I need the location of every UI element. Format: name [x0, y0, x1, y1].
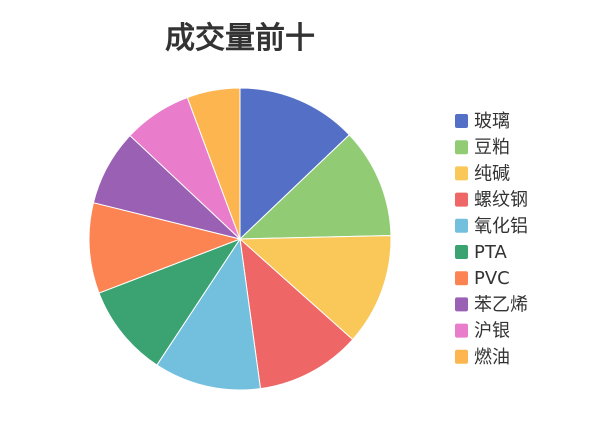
pie-slice-5[interactable] [156, 237, 262, 391]
legend-swatch [455, 297, 468, 312]
pie-slice-7[interactable] [88, 202, 242, 294]
legend-item-7[interactable]: PVC [455, 268, 510, 289]
legend-item-4[interactable]: 螺纹钢 [455, 190, 528, 211]
legend-label: 沪银 [474, 321, 510, 342]
legend-item-2[interactable]: 豆粕 [455, 137, 510, 158]
legend-item-9[interactable]: 沪银 [455, 321, 510, 342]
legend-label: 玻璃 [474, 111, 510, 132]
legend-label: 苯乙烯 [474, 294, 528, 315]
legend-swatch [455, 140, 468, 155]
legend-swatch [455, 323, 468, 338]
legend-label: PTA [474, 242, 507, 263]
legend-swatch [455, 166, 468, 181]
pie-slice-1[interactable] [239, 87, 351, 241]
legend-label: PVC [474, 268, 510, 289]
pie-slice-6[interactable] [98, 237, 242, 366]
pie-slice-2[interactable] [238, 134, 392, 240]
legend-swatch [455, 245, 468, 259]
pie-slice-4[interactable] [239, 237, 354, 390]
chart-title: 成交量前十 [165, 21, 315, 56]
pie-slices [88, 87, 392, 391]
legend-label: 氧化铝 [474, 216, 528, 237]
legend-swatch [455, 271, 468, 286]
legend-item-8[interactable]: 苯乙烯 [455, 294, 528, 315]
legend-item-10[interactable]: 燃油 [455, 347, 510, 368]
legend-item-6[interactable]: PTA [455, 242, 507, 263]
legend-swatch [455, 349, 468, 364]
legend-label: 豆粕 [474, 137, 510, 158]
pie-slice-10[interactable] [186, 87, 241, 240]
legend-item-3[interactable]: 纯碱 [455, 163, 510, 184]
legend-label: 纯碱 [474, 163, 510, 184]
legend-swatch [455, 114, 468, 128]
legend-label: 螺纹钢 [474, 190, 528, 211]
legend-swatch [455, 218, 468, 233]
legend-swatch [455, 192, 468, 207]
legend-label: 燃油 [474, 347, 510, 368]
pie-slice-3[interactable] [238, 235, 392, 341]
legend-item-1[interactable]: 玻璃 [455, 111, 510, 132]
legend-item-5[interactable]: 氧化铝 [455, 216, 528, 237]
